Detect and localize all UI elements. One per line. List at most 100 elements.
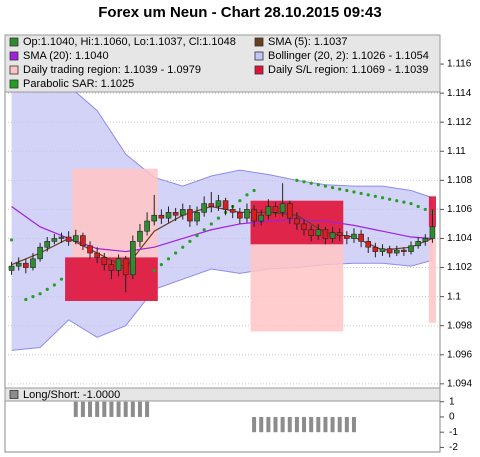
legend-label: Daily S/L region: 1.1069 - 1.1039 <box>268 64 428 76</box>
sar-dot <box>338 187 342 191</box>
bar <box>316 416 321 433</box>
candle-body <box>158 214 165 219</box>
legend-label: Parabolic SAR: 1.1025 <box>23 78 134 90</box>
bar <box>88 401 93 417</box>
legend-label: Bollinger (20, 2): 1.1026 - 1.1054 <box>268 50 429 62</box>
bar <box>309 416 314 433</box>
candle-body <box>379 248 386 252</box>
candle-body <box>329 232 336 239</box>
legend-label: Daily trading region: 1.1039 - 1.0979 <box>23 64 201 76</box>
y-tick-label: 1.094 <box>447 378 472 389</box>
legend-swatch <box>9 390 19 399</box>
sar-dot <box>202 228 206 232</box>
candle-body <box>336 232 343 236</box>
sar-dot <box>316 183 320 187</box>
legend-swatch <box>254 51 264 61</box>
candle-body <box>208 203 215 207</box>
sar-dot <box>416 204 420 209</box>
candle-body <box>215 200 222 207</box>
candle-body <box>94 252 100 258</box>
sar-dot <box>352 190 356 194</box>
candle-body <box>272 206 279 213</box>
legend-swatch <box>9 79 19 89</box>
sar-dot <box>174 251 178 255</box>
bar <box>102 401 107 417</box>
candle-body <box>65 236 72 242</box>
candle-body <box>358 233 364 242</box>
candle-body <box>8 265 15 271</box>
candle-body <box>294 217 300 225</box>
candle-body <box>30 258 36 268</box>
sar-dot <box>409 201 413 206</box>
sar-dot <box>345 188 349 193</box>
bar <box>302 416 307 433</box>
candle-body <box>151 214 158 222</box>
bar <box>294 416 299 433</box>
candle-body <box>165 212 172 219</box>
bar <box>145 401 150 417</box>
candle-body <box>229 209 236 213</box>
candle-body <box>422 238 429 242</box>
sar-dot <box>59 277 64 281</box>
sar-dot <box>45 287 49 291</box>
sar-dot <box>38 292 42 296</box>
y-tick-label: 1.1 <box>447 291 461 302</box>
legend-swatch <box>9 65 19 75</box>
candle-body <box>244 209 250 219</box>
sar-dot <box>238 199 242 203</box>
candle-body <box>144 220 150 232</box>
legend-label: SMA (5): 1.1037 <box>268 36 348 48</box>
candle-body <box>80 235 86 247</box>
candle-body <box>301 223 307 231</box>
candle-body <box>194 212 200 222</box>
candle-body <box>308 229 314 236</box>
candle-body <box>265 206 272 216</box>
sar-dot <box>423 207 427 212</box>
bar <box>80 401 85 417</box>
legend-label: Long/Short: -1.0000 <box>23 389 120 401</box>
bar <box>287 416 292 433</box>
candle-body <box>315 229 322 236</box>
main-plot <box>5 63 440 385</box>
candle-body <box>279 203 286 213</box>
legend-label: SMA (20): 1.1040 <box>23 50 109 62</box>
bar <box>137 401 142 417</box>
sar-dot <box>195 233 199 238</box>
candle-body <box>115 258 122 271</box>
sub-legend-box <box>4 387 441 402</box>
candle-body <box>101 257 108 265</box>
y-tick-label: 1.116 <box>447 59 472 70</box>
candle-body <box>172 212 179 216</box>
sar-dot <box>388 197 392 201</box>
legend: Op:1.1040, Hi:1.1060, Lo:1.1037, Cl:1.10… <box>9 36 429 90</box>
bar <box>337 416 342 433</box>
bar <box>259 416 264 433</box>
region <box>428 238 436 323</box>
candle-body <box>251 209 257 222</box>
candle-body <box>365 241 372 248</box>
sar-dot <box>373 194 377 198</box>
candle-body <box>179 209 186 216</box>
sar-dot <box>245 193 249 197</box>
sar-dot <box>159 263 163 267</box>
sar-dot <box>359 191 363 196</box>
y-tick-label: 1.112 <box>447 117 472 128</box>
candle-body <box>258 214 265 222</box>
candle-body <box>87 245 93 254</box>
candle-body <box>15 262 22 267</box>
sar-dot <box>24 297 28 302</box>
y-tick-label: 1.102 <box>447 262 472 273</box>
bollinger-upper <box>11 75 433 199</box>
candle-body <box>130 241 136 276</box>
sar-dot <box>252 188 256 193</box>
legend-swatch <box>254 37 264 47</box>
legend-swatch <box>9 51 19 61</box>
bollinger-lower <box>11 259 433 351</box>
candle-body <box>137 230 143 242</box>
sar-dot <box>52 283 56 287</box>
sar-dot <box>330 186 335 190</box>
axes: 1.094 1.096 1.098 1.1 1.102 1.104 1.106 1.108 1.… <box>440 59 472 389</box>
bar <box>266 416 271 433</box>
sar-dot <box>366 193 370 197</box>
